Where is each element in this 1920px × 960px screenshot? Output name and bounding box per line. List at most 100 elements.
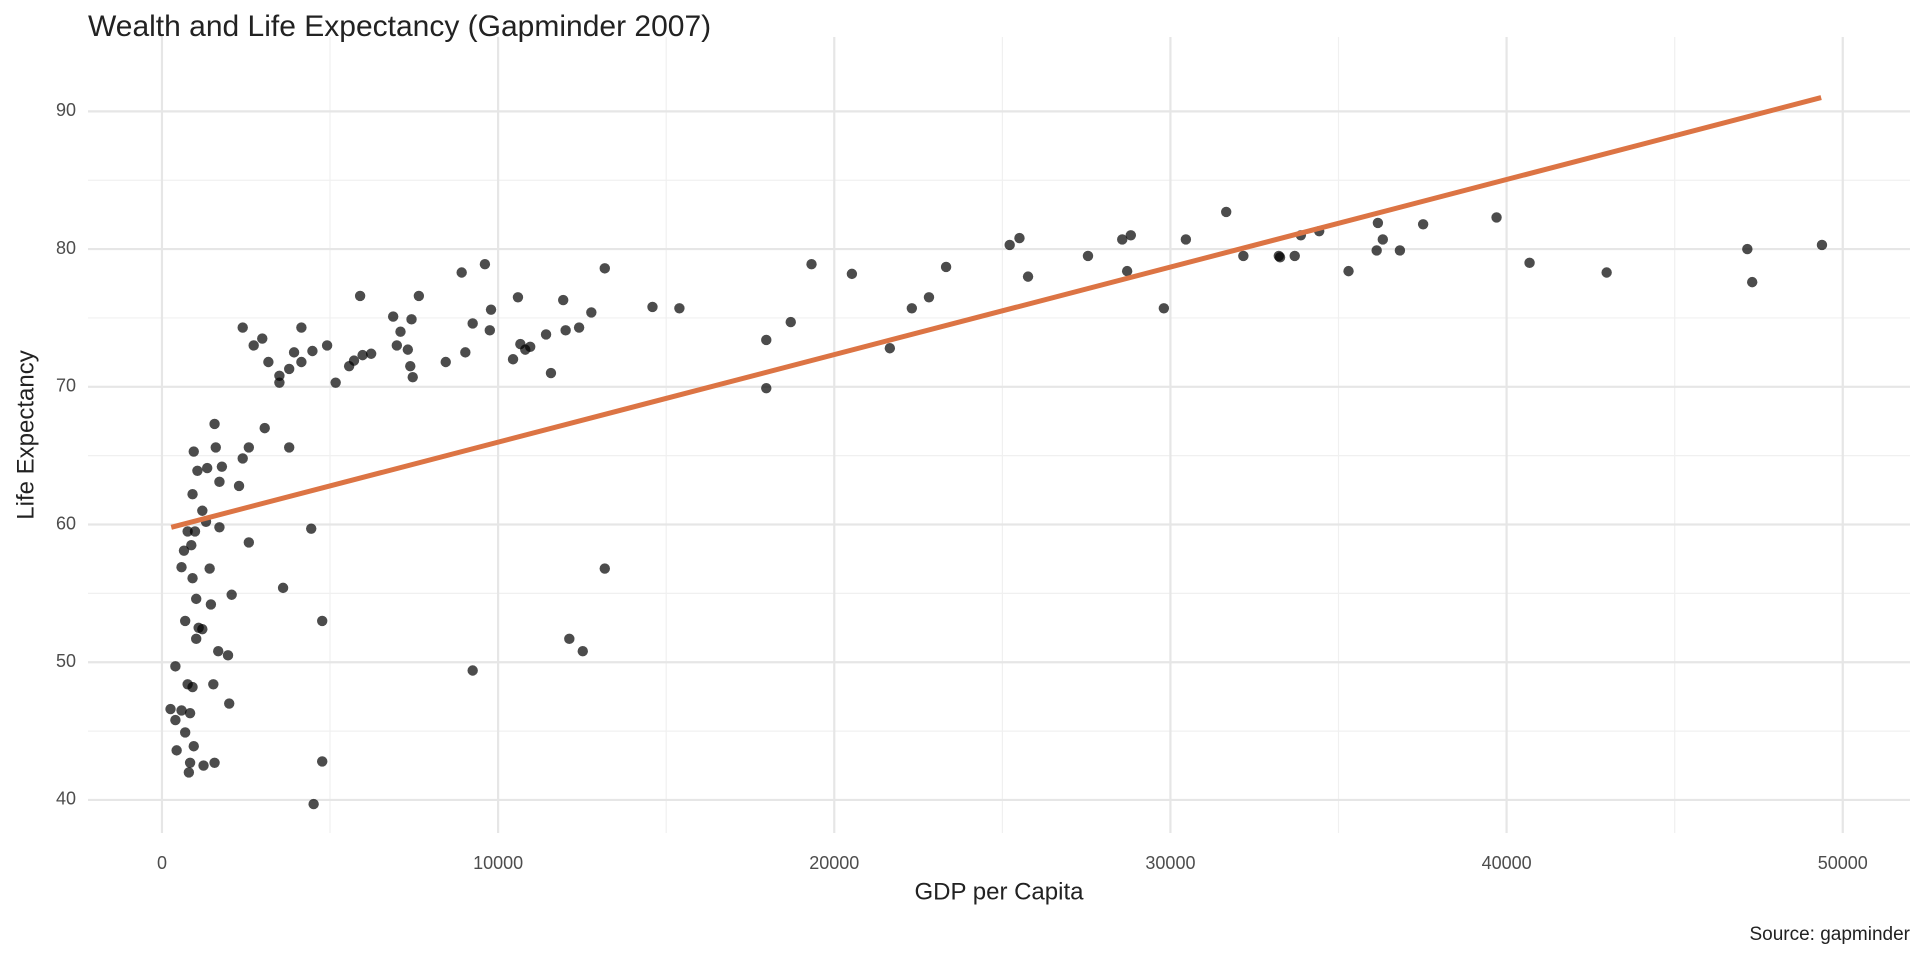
point: [214, 476, 225, 488]
point: [1742, 243, 1753, 255]
point: [413, 290, 425, 302]
point: [357, 349, 368, 361]
y-tick-label: 70: [56, 376, 76, 396]
point: [806, 259, 817, 270]
point: [402, 344, 414, 355]
point: [573, 322, 585, 333]
point: [1747, 276, 1758, 288]
point: [274, 377, 285, 388]
point: [192, 465, 203, 477]
point: [1601, 267, 1612, 278]
point: [1022, 271, 1034, 282]
point: [214, 522, 225, 533]
point: [184, 757, 196, 768]
point: [1238, 250, 1249, 262]
point: [1121, 265, 1133, 277]
point: [1343, 265, 1354, 277]
point: [1082, 250, 1094, 262]
point: [184, 707, 196, 719]
point: [540, 329, 552, 340]
point: [1014, 232, 1025, 244]
point: [213, 646, 224, 657]
point: [467, 318, 478, 329]
point: [599, 263, 610, 274]
point: [187, 489, 198, 500]
point: [354, 290, 366, 302]
point: [467, 665, 478, 676]
point: [209, 757, 220, 768]
point: [1004, 239, 1015, 251]
point: [317, 756, 328, 767]
point: [182, 526, 193, 537]
point: [512, 292, 524, 303]
chart-title: Wealth and Life Expectancy (Gapminder 20…: [88, 10, 711, 43]
point: [1158, 303, 1170, 314]
point: [923, 292, 935, 303]
point: [1274, 252, 1286, 263]
point: [248, 340, 259, 351]
point: [226, 589, 237, 600]
point: [761, 334, 772, 346]
caption: Source: gapminder: [1749, 924, 1910, 945]
point: [237, 322, 248, 333]
point: [484, 325, 496, 336]
point: [186, 539, 197, 551]
point: [846, 268, 858, 280]
point: [407, 371, 418, 383]
point: [365, 348, 377, 359]
point: [1180, 234, 1192, 245]
point: [557, 294, 569, 306]
point: [259, 422, 270, 434]
point: [202, 462, 213, 474]
point: [1117, 234, 1128, 245]
point: [391, 340, 403, 351]
point: [1417, 219, 1429, 230]
x-tick-label: 20000: [809, 853, 859, 873]
y-axis-label: Life Expectancy: [12, 350, 39, 519]
point: [1371, 245, 1382, 256]
point: [485, 304, 497, 315]
point: [906, 303, 918, 314]
y-tick-label: 80: [56, 238, 76, 258]
point: [187, 573, 198, 584]
point: [1377, 234, 1388, 245]
point: [456, 267, 467, 278]
point: [170, 714, 181, 726]
point: [198, 760, 209, 771]
point: [171, 745, 182, 756]
point: [296, 322, 307, 333]
point: [187, 681, 198, 693]
point: [1491, 212, 1502, 223]
point: [406, 314, 417, 325]
point: [387, 311, 399, 322]
y-tick-label: 60: [56, 513, 76, 533]
trend-line: [170, 95, 1822, 530]
point: [237, 453, 248, 464]
x-tick-label: 50000: [1818, 853, 1868, 873]
point: [1394, 245, 1406, 256]
point: [785, 316, 796, 328]
point: [188, 446, 199, 457]
point: [577, 646, 588, 657]
point: [233, 480, 245, 492]
point: [560, 325, 571, 336]
point: [1524, 257, 1535, 269]
point: [348, 355, 360, 366]
point: [308, 798, 319, 810]
point: [189, 526, 201, 537]
point: [647, 301, 658, 313]
point: [1816, 239, 1828, 251]
x-axis-label: GDP per Capita: [915, 878, 1085, 905]
point: [205, 599, 217, 610]
x-tick-label: 30000: [1145, 853, 1195, 873]
point: [321, 340, 333, 351]
point: [170, 661, 181, 672]
point: [176, 705, 187, 716]
point: [179, 727, 191, 738]
point: [288, 347, 300, 358]
point: [674, 303, 685, 314]
y-tick-label: 40: [56, 789, 76, 809]
point: [188, 741, 199, 752]
point: [1289, 250, 1300, 262]
